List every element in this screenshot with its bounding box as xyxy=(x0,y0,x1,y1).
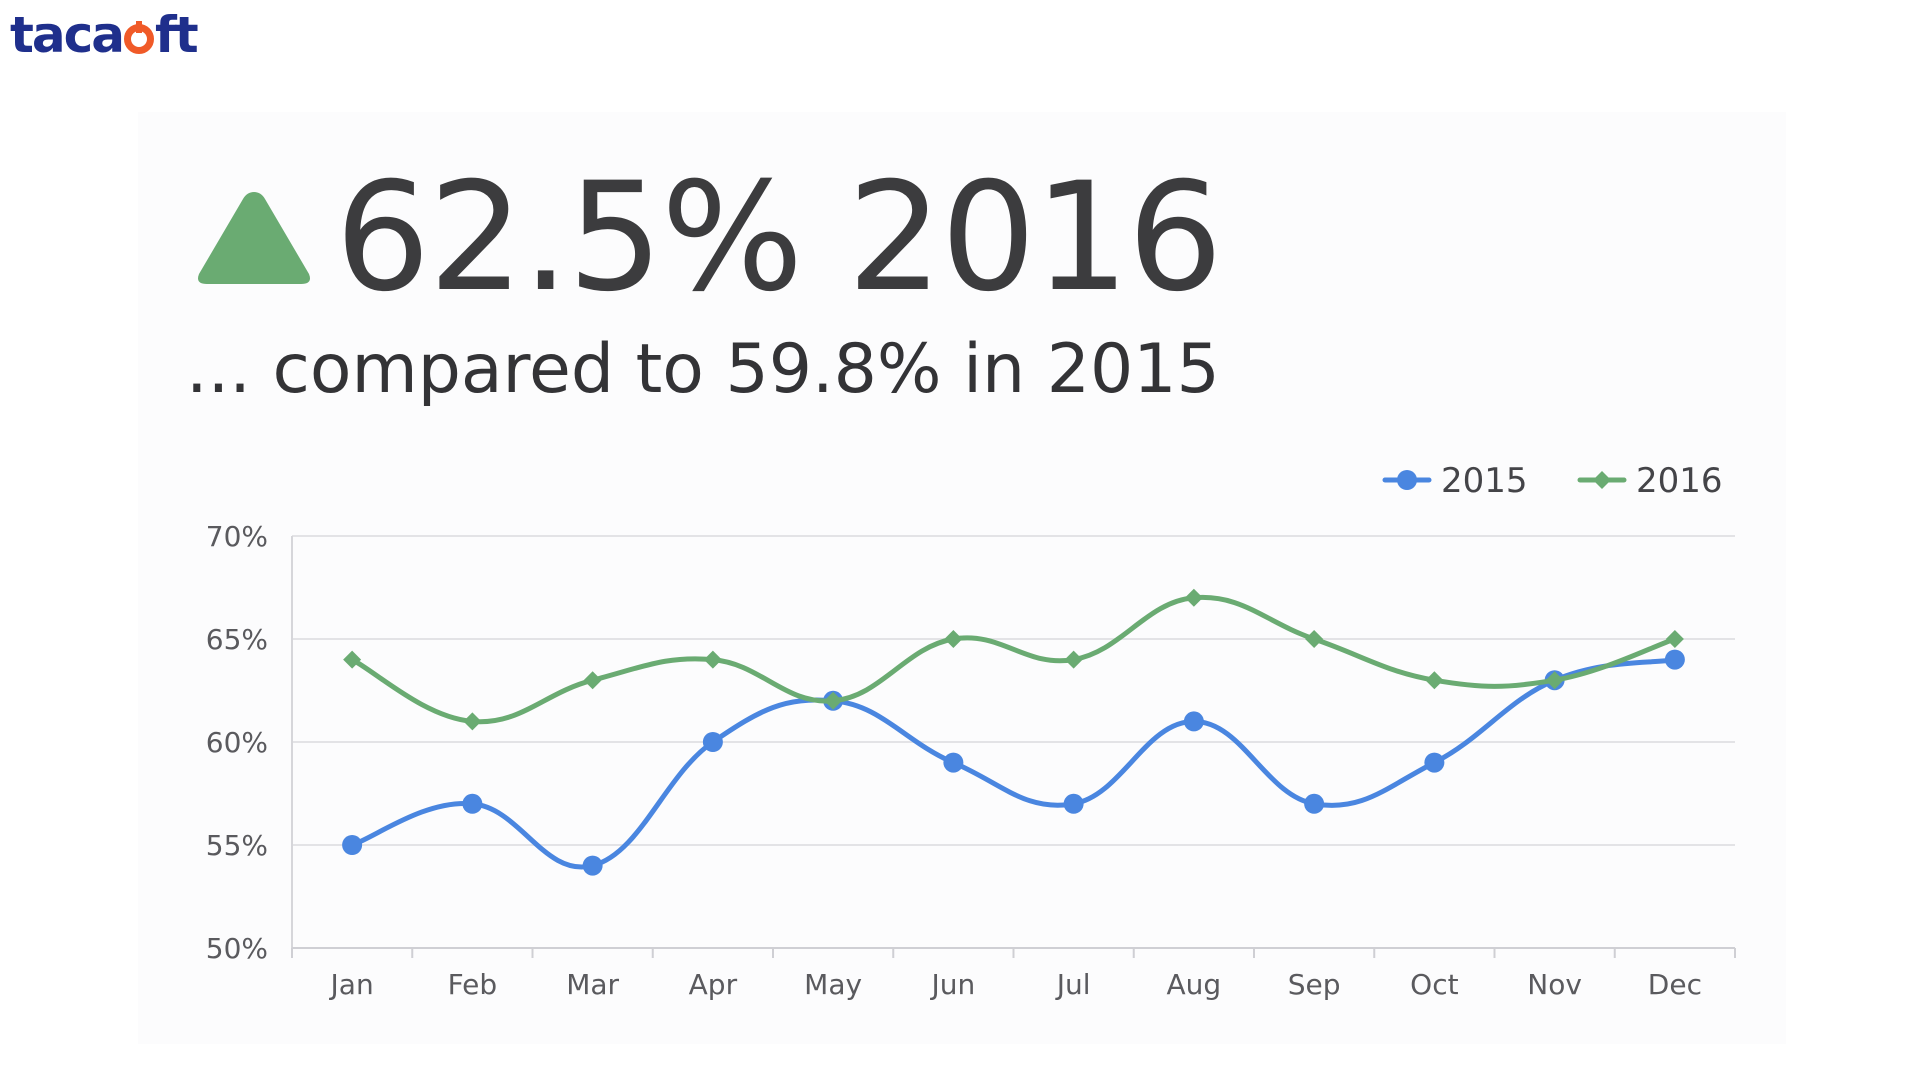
data-point-2016 xyxy=(703,650,722,669)
data-point-2015 xyxy=(1304,793,1325,814)
data-point-2016 xyxy=(1665,630,1684,648)
series-line-2015 xyxy=(349,657,1678,870)
data-point-2015 xyxy=(1063,793,1084,814)
chart-x-axis xyxy=(291,536,1736,958)
x-tick-label: Oct xyxy=(1410,968,1458,1001)
series-2015 xyxy=(342,649,1685,876)
series-line-2016 xyxy=(349,594,1678,725)
series-2016 xyxy=(343,588,1684,731)
x-tick-label: Jul xyxy=(1055,968,1091,1001)
data-point-2015 xyxy=(1183,711,1204,732)
y-tick-label: 60% xyxy=(206,726,268,759)
data-point-2015 xyxy=(342,835,363,855)
chart-series xyxy=(342,588,1685,876)
chart-gridlines xyxy=(292,535,1735,846)
data-point-2016 xyxy=(1184,588,1203,607)
data-point-2015 xyxy=(702,732,723,752)
y-tick-label: 50% xyxy=(206,932,268,965)
data-point-2016 xyxy=(1545,671,1564,690)
y-tick-label: 65% xyxy=(206,623,268,656)
chart-legend: 2015 2016 xyxy=(1382,461,1723,501)
data-point-2016 xyxy=(1064,650,1083,669)
x-tick-label: Nov xyxy=(1527,968,1582,1001)
x-tick-label: Apr xyxy=(689,968,738,1001)
x-tick-label: Sep xyxy=(1288,968,1341,1001)
x-tick-label: Jun xyxy=(930,968,976,1001)
legend-item-2016: 2016 xyxy=(1577,461,1723,501)
x-tick-label: May xyxy=(804,968,862,1001)
data-point-2016 xyxy=(944,630,963,648)
chart-x-axis-labels: Jan Feb Mar Apr May Jun Jul Aug Sep Oct Nov Dec xyxy=(329,968,1702,1001)
data-point-2016 xyxy=(343,650,362,669)
up-triangle-icon xyxy=(198,192,310,284)
x-tick-label: Feb xyxy=(448,968,498,1001)
y-tick-label: 55% xyxy=(206,829,268,862)
x-tick-label: Aug xyxy=(1167,968,1222,1001)
dashboard-panel xyxy=(138,112,1786,1044)
x-tick-label: Mar xyxy=(566,968,619,1001)
x-tick-label: Jan xyxy=(329,968,374,1001)
logo-o-mark-icon xyxy=(124,21,155,54)
data-point-2016 xyxy=(463,712,482,731)
data-point-2016 xyxy=(824,691,843,710)
kpi-headline: 62.5% 2016 xyxy=(335,151,1223,325)
data-point-2015 xyxy=(1424,752,1445,773)
legend-label-2016: 2016 xyxy=(1636,461,1723,501)
kpi-comparison: ... compared to 59.8% in 2015 xyxy=(186,330,1220,409)
kpi-header: 62.5% 2016 xyxy=(195,151,1223,325)
legend-marker-2015 xyxy=(1397,470,1417,490)
legend-marker-2016 xyxy=(1593,471,1611,489)
data-point-2015 xyxy=(582,855,603,876)
data-point-2016 xyxy=(1425,671,1444,690)
y-tick-label: 70% xyxy=(206,520,268,553)
x-tick-label: Dec xyxy=(1648,968,1702,1001)
chart-y-axis-labels: 50% 55% 60% 65% 70% xyxy=(206,520,268,965)
data-point-2015 xyxy=(943,752,964,773)
data-point-2016 xyxy=(1305,630,1324,648)
data-point-2015 xyxy=(462,793,483,814)
data-point-2016 xyxy=(583,671,602,690)
data-point-2015 xyxy=(1664,649,1685,670)
legend-label-2015: 2015 xyxy=(1441,461,1528,501)
legend-item-2015: 2015 xyxy=(1382,461,1528,501)
tacasoft-logo: taca ft xyxy=(10,6,199,64)
